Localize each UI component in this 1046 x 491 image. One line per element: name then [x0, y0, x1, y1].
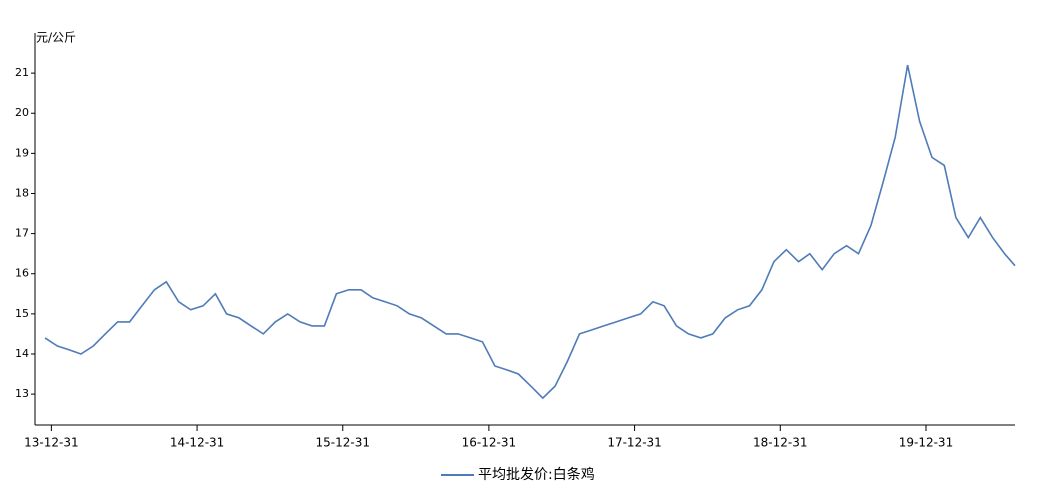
- legend-label: 平均批发价:白条鸡: [478, 466, 595, 483]
- y-tick-label: 20: [15, 106, 29, 119]
- y-tick-label: 16: [15, 267, 29, 280]
- x-tick-label: 15-12-31: [316, 436, 370, 450]
- y-tick-label: 15: [15, 307, 29, 320]
- x-tick-label: 16-12-31: [462, 436, 516, 450]
- x-tick-label: 19-12-31: [899, 436, 953, 450]
- x-tick-label: 14-12-31: [170, 436, 224, 450]
- x-tick-label: 18-12-31: [753, 436, 807, 450]
- y-tick-label: 21: [15, 66, 29, 79]
- y-axis-label: 元/公斤: [36, 31, 76, 45]
- x-tick-label: 17-12-31: [607, 436, 661, 450]
- y-tick-label: 19: [15, 146, 29, 159]
- x-tick-label: 13-12-31: [24, 436, 78, 450]
- y-tick-label: 18: [15, 186, 29, 199]
- series-line: [44, 64, 1016, 400]
- y-tick-label: 14: [15, 347, 29, 360]
- y-tick-label: 17: [15, 227, 29, 240]
- y-tick-label: 13: [15, 387, 29, 400]
